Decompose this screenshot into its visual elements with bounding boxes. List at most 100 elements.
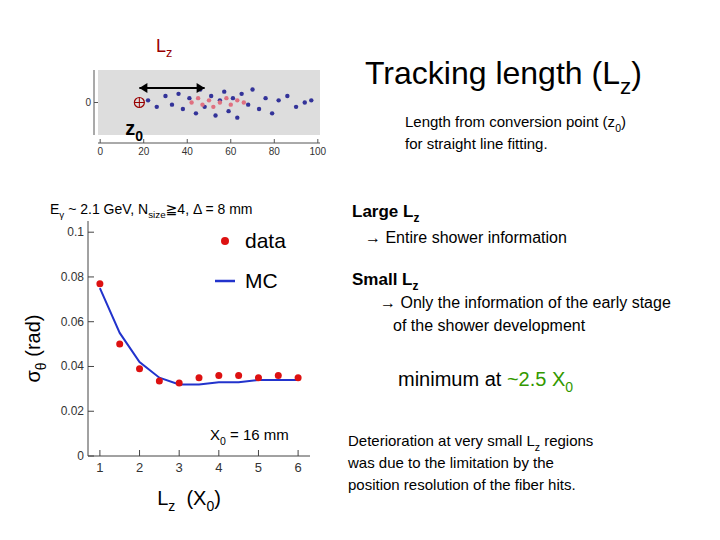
text-part: )	[214, 487, 221, 509]
hit	[224, 96, 228, 100]
background	[0, 0, 720, 540]
data-point	[96, 280, 103, 287]
tick	[179, 450, 180, 456]
text-part: 0	[206, 498, 214, 514]
conversion-cross	[139, 98, 140, 108]
tick-label: 1	[96, 460, 103, 475]
hit	[235, 115, 239, 119]
arrow-head	[139, 83, 147, 93]
text-part: (rad)	[22, 315, 44, 363]
hit	[213, 113, 217, 117]
text-part: X	[210, 426, 220, 443]
hit	[209, 94, 213, 98]
hit	[155, 105, 159, 109]
tick	[230, 139, 231, 143]
legend-swatch	[215, 280, 235, 283]
hit	[200, 102, 204, 106]
hit	[285, 94, 289, 98]
text-part: Length from conversion point (z	[405, 113, 615, 130]
tick	[88, 411, 94, 412]
main-chart: Eγ ~ 2.1 GeV, Nsize≧4, Δ = 8 mm12345600.…	[22, 201, 310, 514]
data-point	[255, 374, 262, 381]
hit	[176, 92, 180, 96]
legend-label: MC	[245, 269, 278, 292]
heading: Large Lz	[352, 202, 419, 225]
data-point	[176, 380, 183, 387]
text-part: → Entire shower information	[365, 229, 567, 246]
text-part: → Only the information of the early stag…	[380, 294, 671, 311]
tick-label: 80	[269, 146, 281, 157]
text-part: θ	[33, 362, 49, 370]
text-part: z	[620, 74, 631, 99]
hit	[309, 98, 313, 102]
tick-label: 0.02	[61, 404, 85, 418]
text-part: ~ 2.1 GeV, N	[64, 201, 148, 217]
data-point	[295, 374, 302, 381]
data-point	[136, 365, 143, 372]
hit	[239, 92, 243, 96]
legend-swatch	[221, 237, 229, 245]
text-part: ≧4, Δ = 8 mm	[166, 201, 253, 217]
text-part: σ	[22, 369, 44, 382]
tick	[88, 276, 94, 277]
hit	[196, 96, 200, 100]
slide: Tracking length (Lz)Length from conversi…	[0, 0, 720, 540]
text-part: = 16 mm	[226, 426, 289, 443]
hit	[270, 111, 274, 115]
event-display: 0204060801000Lzz0	[85, 36, 326, 157]
arrow-head	[197, 83, 205, 93]
text-part: Deterioration at very small L	[348, 432, 535, 449]
tick	[143, 139, 144, 143]
y-axis-label: σθ (rad)	[22, 315, 49, 383]
slide-title: Tracking length (Lz)	[365, 55, 642, 99]
tick	[88, 321, 94, 322]
tick	[88, 232, 94, 233]
hit	[242, 100, 246, 104]
text-part: for straight line fitting.	[405, 135, 548, 152]
x-axis-label: Lz (X0)	[157, 487, 221, 514]
hit	[194, 111, 198, 115]
text-part: Tracking length (L	[365, 55, 620, 91]
minimum-note: minimum at ~2.5 X0	[398, 368, 573, 395]
text-part: ~2.5 X	[507, 368, 565, 390]
hit	[189, 100, 193, 104]
hit	[294, 105, 298, 109]
tick-label: 0.1	[67, 225, 84, 239]
text-part: Small L	[352, 270, 412, 289]
note: of the shower development	[393, 317, 586, 334]
description: Length from conversion point (z0)	[405, 113, 626, 134]
tick-label: 0.06	[61, 315, 85, 329]
note: → Only the information of the early stag…	[380, 294, 671, 311]
tick	[99, 450, 100, 456]
data-point	[235, 372, 242, 379]
deterioration-note: position resolution of the fiber hits.	[348, 476, 576, 493]
hit	[257, 107, 261, 111]
text-part: Large L	[352, 202, 413, 221]
hit	[211, 105, 215, 109]
data-point	[196, 374, 203, 381]
text-part: size	[148, 209, 166, 220]
text-part: was due to the limitation by the	[347, 454, 554, 471]
text-part: z	[125, 117, 135, 139]
hit	[222, 89, 226, 93]
hit	[226, 109, 230, 113]
x-axis	[88, 456, 310, 457]
tick-label: 0	[97, 146, 103, 157]
tick-label: 20	[138, 146, 150, 157]
chart-title: Eγ ~ 2.1 GeV, Nsize≧4, Δ = 8 mm	[50, 201, 252, 220]
hit	[218, 100, 222, 104]
x-axis	[98, 143, 320, 144]
tick-label: 6	[294, 460, 301, 475]
note: → Entire shower information	[365, 229, 567, 246]
tick	[218, 450, 219, 456]
hit	[163, 94, 167, 98]
tick	[139, 450, 140, 456]
lz-arrow	[139, 87, 204, 89]
tick-label: 0	[85, 97, 91, 108]
tick-label: 4	[215, 460, 222, 475]
text-part: E	[50, 201, 59, 217]
tick-label: 0.08	[61, 270, 85, 284]
hit	[170, 102, 174, 106]
tick	[317, 139, 318, 143]
text-part: z	[166, 46, 172, 60]
